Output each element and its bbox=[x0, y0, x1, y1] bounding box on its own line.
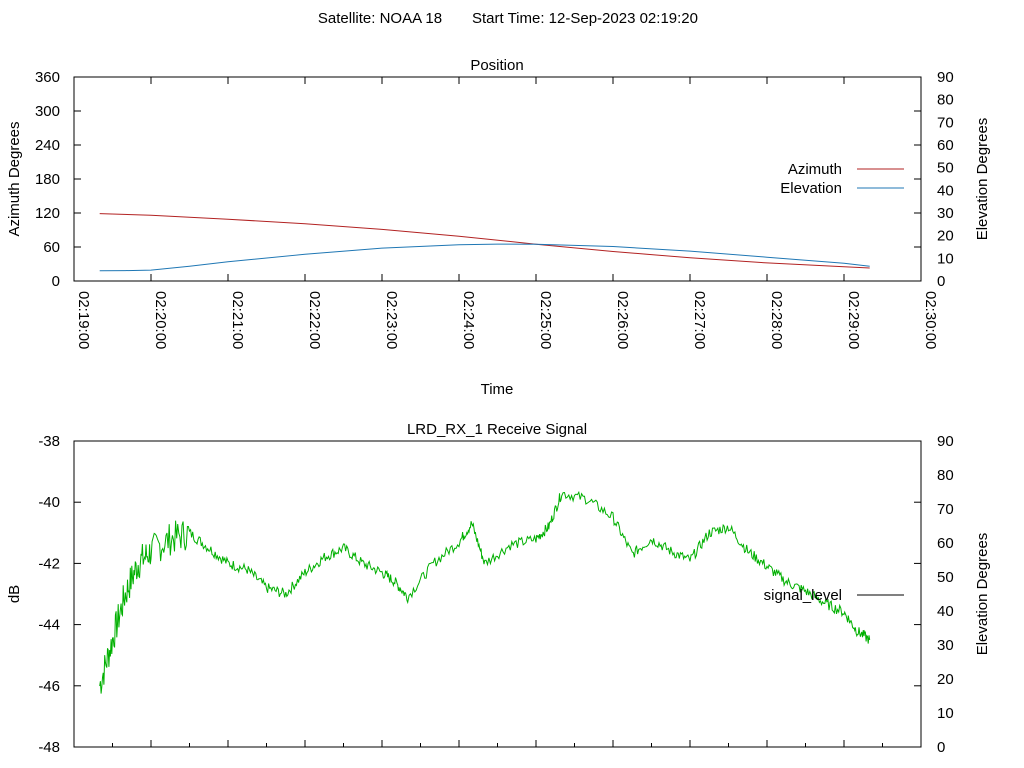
y-tick-label: -46 bbox=[38, 678, 60, 695]
x-tick-label: 02:30:00 bbox=[922, 291, 939, 349]
y-tick-label: 360 bbox=[35, 69, 60, 86]
x-tick-label: 02:23:00 bbox=[383, 291, 400, 349]
y-tick-label: -44 bbox=[38, 617, 60, 634]
x-tick-label: 02:29:00 bbox=[845, 291, 862, 349]
y-tick-label: -42 bbox=[38, 555, 60, 572]
y2-tick-label: 30 bbox=[937, 205, 954, 222]
y2-tick-label: 30 bbox=[937, 637, 954, 654]
x-tick-label: 02:20:00 bbox=[152, 291, 169, 349]
start-time-label: Start Time: 12-Sep-2023 02:19:20 bbox=[472, 10, 698, 27]
y-tick-label: 180 bbox=[35, 171, 60, 188]
y-tick-label: 300 bbox=[35, 103, 60, 120]
y-tick-label: -48 bbox=[38, 739, 60, 756]
y2-tick-label: 80 bbox=[937, 467, 954, 484]
legend-label: signal_level bbox=[764, 587, 842, 604]
series-line-azimuth bbox=[99, 213, 870, 269]
legend-label: Elevation bbox=[780, 180, 842, 197]
x-tick-label: 02:22:00 bbox=[306, 291, 323, 349]
x-tick-label: 02:21:00 bbox=[229, 291, 246, 349]
y2-tick-label: 10 bbox=[937, 705, 954, 722]
position-title: Position bbox=[470, 57, 523, 74]
x-tick-label: 02:27:00 bbox=[691, 291, 708, 349]
x-tick-label: 02:19:00 bbox=[75, 291, 92, 349]
x-tick-label: 02:25:00 bbox=[537, 291, 554, 349]
y-tick-label: 240 bbox=[35, 137, 60, 154]
position-plot-frame bbox=[73, 76, 922, 282]
signal-y2-label: Elevation Degrees bbox=[974, 533, 991, 656]
signal-title: LRD_RX_1 Receive Signal bbox=[407, 421, 587, 438]
y-tick-label: 120 bbox=[35, 205, 60, 222]
position-y2-label: Elevation Degrees bbox=[974, 118, 991, 241]
position-y-label: Azimuth Degrees bbox=[6, 121, 23, 236]
y2-tick-label: 50 bbox=[937, 569, 954, 586]
y2-tick-label: 80 bbox=[937, 92, 954, 109]
satellite-label: Satellite: NOAA 18 bbox=[318, 10, 442, 27]
y2-tick-label: 0 bbox=[937, 739, 945, 756]
y2-tick-label: 10 bbox=[937, 250, 954, 267]
y-tick-label: 0 bbox=[52, 273, 60, 290]
y2-tick-label: 60 bbox=[937, 535, 954, 552]
y2-tick-label: 40 bbox=[937, 182, 954, 199]
y2-tick-label: 90 bbox=[937, 433, 954, 450]
y2-tick-label: 70 bbox=[937, 114, 954, 131]
y2-tick-label: 20 bbox=[937, 671, 954, 688]
series-line-signal-level bbox=[99, 490, 871, 694]
y2-tick-label: 90 bbox=[937, 69, 954, 86]
x-tick-label: 02:24:00 bbox=[460, 291, 477, 349]
y2-tick-label: 70 bbox=[937, 501, 954, 518]
y-tick-label: -38 bbox=[38, 433, 60, 450]
signal-y-label: dB bbox=[6, 585, 23, 603]
y-tick-label: -40 bbox=[38, 494, 60, 511]
x-tick-label: 02:28:00 bbox=[768, 291, 785, 349]
y2-tick-label: 50 bbox=[937, 160, 954, 177]
y-tick-label: 60 bbox=[43, 239, 60, 256]
x-tick-label: 02:26:00 bbox=[614, 291, 631, 349]
series-line-elevation bbox=[99, 243, 870, 272]
y2-tick-label: 20 bbox=[937, 228, 954, 245]
y2-tick-label: 60 bbox=[937, 137, 954, 154]
legend-label: Azimuth bbox=[788, 161, 842, 178]
position-x-label: Time bbox=[481, 381, 514, 398]
y2-tick-label: 0 bbox=[937, 273, 945, 290]
y2-tick-label: 40 bbox=[937, 603, 954, 620]
